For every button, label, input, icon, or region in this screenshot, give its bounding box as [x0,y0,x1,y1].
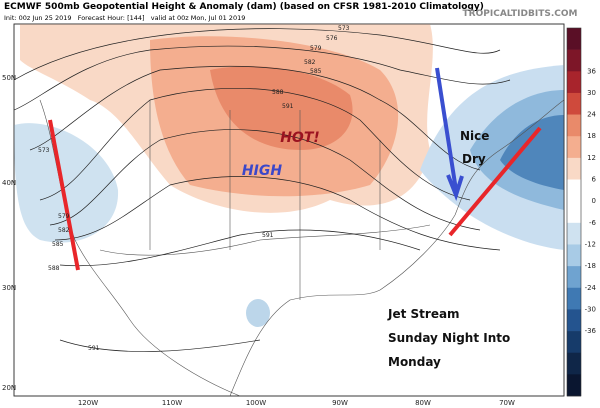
colorbar-swatch [567,352,581,375]
arrow [435,67,464,201]
contour-label: 579 [58,213,70,220]
lon-label: 80W [415,399,431,407]
lat-label: 40N [2,179,16,187]
annotation: HIGH [242,163,282,179]
annotation: Dry [462,152,486,166]
colorbar: 36 30 24 18 12 6 0 -6 -12 -18 -24 -30 -36 [566,27,597,397]
annotation: Monday [388,355,441,369]
contour-label: 591 [282,103,294,110]
colorbar-swatch [567,114,581,137]
contour-label: 591 [88,345,100,352]
colorbar-label: -24 [585,284,597,292]
colorbar-swatch [567,179,581,202]
contour-label: 591 [262,232,274,239]
lat-label: 20N [2,384,16,392]
lon-label: 70W [499,399,515,407]
colorbar-swatch [567,49,581,72]
colorbar-swatch [567,287,581,310]
colorbar-swatch [567,244,581,267]
colorbar-label: -36 [585,327,597,335]
annotation: Jet Stream [387,307,460,321]
colorbar-label: 12 [587,154,596,162]
contour-label: 573 [38,147,50,154]
colorbar-label: -30 [585,305,596,313]
colorbar-swatch [567,309,581,332]
anomaly-positive [210,66,353,150]
colorbar-swatch [567,331,581,354]
annotation: Sunday Night Into [388,331,510,345]
credit: TROPICALTIDBITS.COM [463,9,578,19]
anomaly-negative [14,123,119,243]
label-layer: HOT! HIGH Nice Dry Jet Stream Sunday Nig… [2,25,515,407]
contour-label: 585 [52,241,64,248]
colorbar-swatch [567,157,581,180]
colorbar-label: -12 [585,240,596,248]
coastlines [39,99,564,396]
colorbar-frame [566,27,582,397]
colorbar-label: -18 [585,262,596,270]
colorbar-swatch [567,266,581,289]
anomaly-negative [500,115,564,190]
annotation: Nice [460,129,489,143]
colorbar-swatch [567,28,581,50]
map-area [13,23,565,397]
contour-label: 588 [272,89,284,96]
subtitle: Init: 00z Jun 25 2019 Forecast Hour: [14… [4,14,245,22]
lon-label: 110W [162,399,182,407]
anomaly-negative [246,299,270,327]
colorbar-swatch [567,222,581,245]
colorbar-label: 18 [587,132,596,140]
colorbar-label: 6 [592,176,597,184]
contour-label: 585 [310,68,322,75]
jet-line [48,119,80,271]
colorbar-label: 30 [587,89,596,97]
contour-label: 579 [310,45,322,52]
lon-label: 100W [246,399,266,407]
contour-label: 582 [58,227,70,234]
colorbar-label: 0 [592,197,596,205]
colorbar-swatch [567,92,581,115]
contour-label: 582 [304,59,316,66]
colorbar-label: -6 [589,219,597,227]
annotation: HOT! [280,130,320,146]
height-contours [14,28,511,352]
title: ECMWF 500mb Geopotential Height & Anomal… [4,2,484,12]
contour-label: 573 [338,25,350,32]
jet-line [448,126,542,237]
lon-label: 90W [332,399,348,407]
lon-label: 120W [78,399,98,407]
colorbar-swatch [567,374,581,397]
lat-label: 50N [2,74,16,82]
contour-label: 576 [326,35,338,42]
colorbar-swatch [567,71,581,94]
contour-label: 588 [48,265,60,272]
colorbar-label: 36 [587,67,596,75]
colorbar-label: 24 [587,111,596,119]
lat-label: 30N [2,284,16,292]
colorbar-swatch [567,201,581,224]
colorbar-swatch [567,136,581,159]
